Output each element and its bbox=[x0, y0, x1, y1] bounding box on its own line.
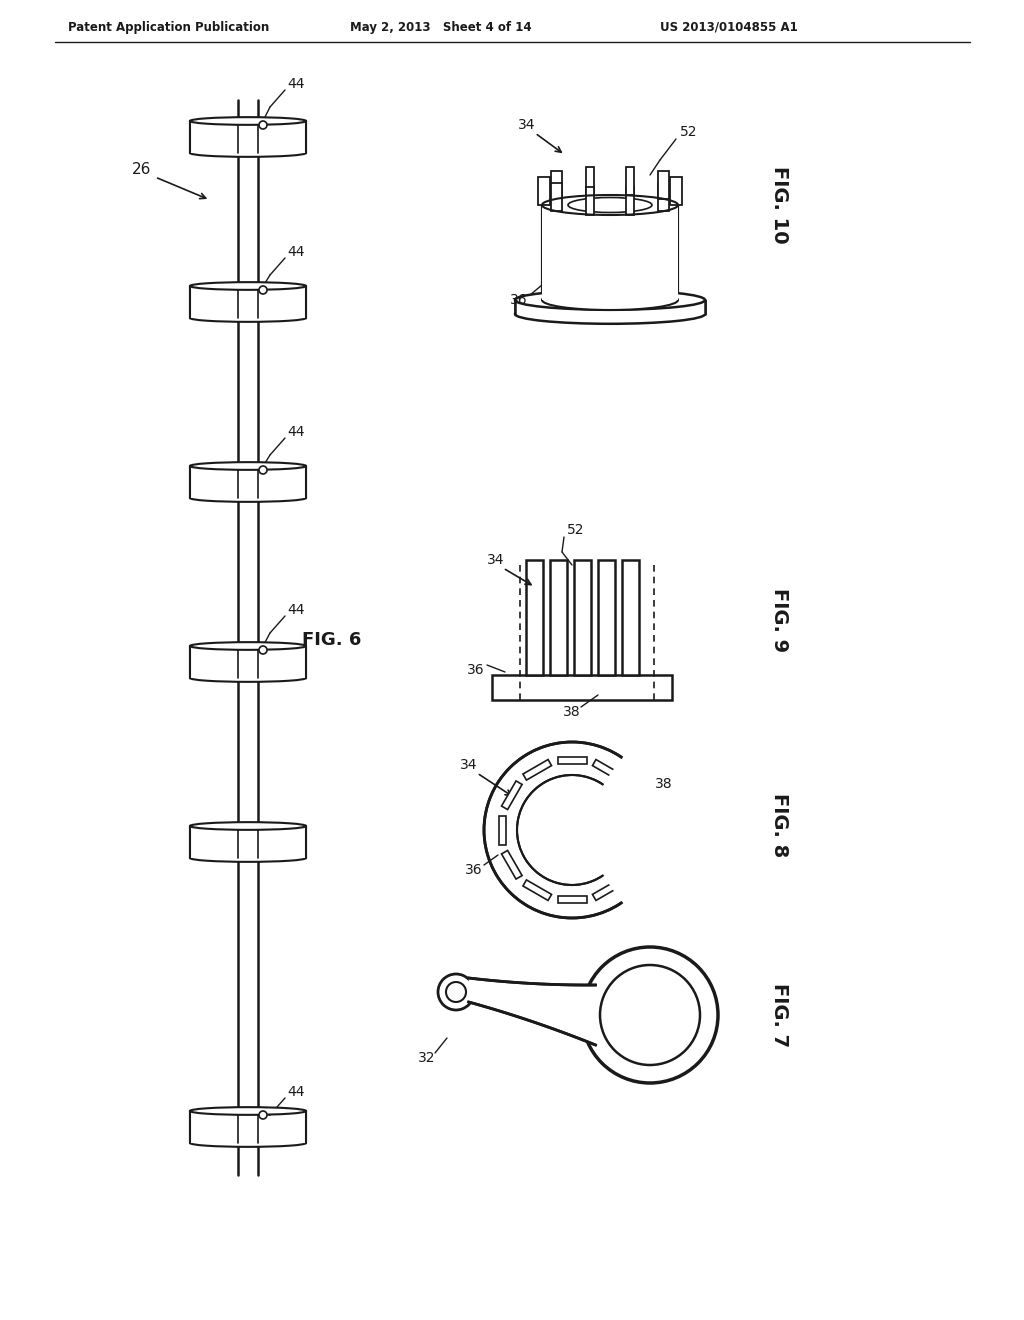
Text: 52: 52 bbox=[567, 523, 585, 537]
Ellipse shape bbox=[190, 822, 306, 830]
Text: 34: 34 bbox=[460, 758, 477, 772]
Polygon shape bbox=[523, 880, 552, 900]
Text: 26: 26 bbox=[132, 162, 152, 177]
Polygon shape bbox=[627, 186, 634, 215]
Bar bbox=[525, 560, 543, 675]
Text: 36: 36 bbox=[465, 863, 482, 876]
Ellipse shape bbox=[190, 282, 306, 290]
Polygon shape bbox=[586, 186, 594, 215]
Bar bbox=[190, 826, 306, 858]
Bar bbox=[190, 645, 306, 678]
Circle shape bbox=[517, 775, 627, 884]
Polygon shape bbox=[557, 756, 587, 764]
Text: FIG. 10: FIG. 10 bbox=[770, 166, 790, 244]
Ellipse shape bbox=[190, 642, 306, 649]
Ellipse shape bbox=[190, 149, 306, 157]
Polygon shape bbox=[622, 850, 642, 879]
Bar bbox=[550, 560, 566, 675]
Wedge shape bbox=[572, 754, 665, 907]
Circle shape bbox=[600, 965, 700, 1065]
Ellipse shape bbox=[190, 1107, 306, 1115]
Polygon shape bbox=[499, 816, 506, 845]
Polygon shape bbox=[538, 177, 550, 205]
Circle shape bbox=[438, 974, 474, 1010]
Text: 44: 44 bbox=[287, 603, 304, 616]
Bar bbox=[492, 675, 672, 700]
Text: 34: 34 bbox=[518, 117, 536, 132]
Polygon shape bbox=[622, 781, 642, 809]
Polygon shape bbox=[670, 177, 682, 205]
Polygon shape bbox=[551, 183, 562, 211]
Ellipse shape bbox=[190, 117, 306, 125]
Circle shape bbox=[259, 466, 267, 474]
Text: 36: 36 bbox=[510, 293, 527, 308]
Ellipse shape bbox=[542, 290, 678, 310]
Ellipse shape bbox=[515, 290, 705, 310]
Text: 52: 52 bbox=[680, 125, 697, 139]
Polygon shape bbox=[502, 781, 522, 809]
Ellipse shape bbox=[190, 462, 306, 470]
Polygon shape bbox=[551, 172, 562, 199]
Ellipse shape bbox=[190, 675, 306, 682]
Text: FIG. 9: FIG. 9 bbox=[770, 587, 790, 652]
Text: 34: 34 bbox=[487, 553, 505, 568]
Bar bbox=[597, 560, 614, 675]
Polygon shape bbox=[658, 172, 669, 199]
Bar bbox=[542, 205, 678, 300]
Bar bbox=[190, 1111, 306, 1143]
Ellipse shape bbox=[190, 854, 306, 862]
Text: FIG. 8: FIG. 8 bbox=[770, 793, 790, 857]
Bar bbox=[190, 121, 306, 153]
Text: 44: 44 bbox=[287, 425, 304, 440]
Ellipse shape bbox=[190, 1139, 306, 1147]
Text: FIG. 7: FIG. 7 bbox=[770, 983, 790, 1047]
Polygon shape bbox=[557, 896, 587, 903]
Circle shape bbox=[259, 1111, 267, 1119]
Polygon shape bbox=[586, 168, 594, 195]
Polygon shape bbox=[658, 183, 669, 211]
Circle shape bbox=[484, 742, 660, 917]
Text: US 2013/0104855 A1: US 2013/0104855 A1 bbox=[660, 21, 798, 33]
Ellipse shape bbox=[190, 494, 306, 502]
Text: 38: 38 bbox=[563, 705, 581, 719]
Text: 44: 44 bbox=[287, 1085, 304, 1100]
Text: Patent Application Publication: Patent Application Publication bbox=[68, 21, 269, 33]
Polygon shape bbox=[523, 759, 552, 780]
Ellipse shape bbox=[515, 304, 705, 323]
Polygon shape bbox=[627, 168, 634, 195]
Text: May 2, 2013   Sheet 4 of 14: May 2, 2013 Sheet 4 of 14 bbox=[350, 21, 531, 33]
Polygon shape bbox=[502, 850, 522, 879]
Bar bbox=[190, 286, 306, 318]
Text: 32: 32 bbox=[418, 1051, 435, 1065]
Text: 36: 36 bbox=[467, 663, 484, 677]
Polygon shape bbox=[593, 759, 622, 780]
Ellipse shape bbox=[190, 314, 306, 322]
Text: 44: 44 bbox=[287, 246, 304, 259]
Text: 38: 38 bbox=[655, 777, 673, 791]
Bar bbox=[573, 560, 591, 675]
Bar bbox=[622, 560, 639, 675]
Text: 44: 44 bbox=[287, 77, 304, 91]
Polygon shape bbox=[638, 816, 645, 845]
Circle shape bbox=[259, 645, 267, 653]
Ellipse shape bbox=[568, 198, 652, 213]
Circle shape bbox=[582, 946, 718, 1082]
Text: FIG. 6: FIG. 6 bbox=[302, 631, 361, 649]
Circle shape bbox=[259, 121, 267, 129]
Polygon shape bbox=[469, 978, 596, 1045]
Polygon shape bbox=[593, 880, 622, 900]
Circle shape bbox=[259, 286, 267, 294]
Circle shape bbox=[446, 982, 466, 1002]
Bar bbox=[515, 300, 705, 314]
Bar bbox=[190, 466, 306, 498]
